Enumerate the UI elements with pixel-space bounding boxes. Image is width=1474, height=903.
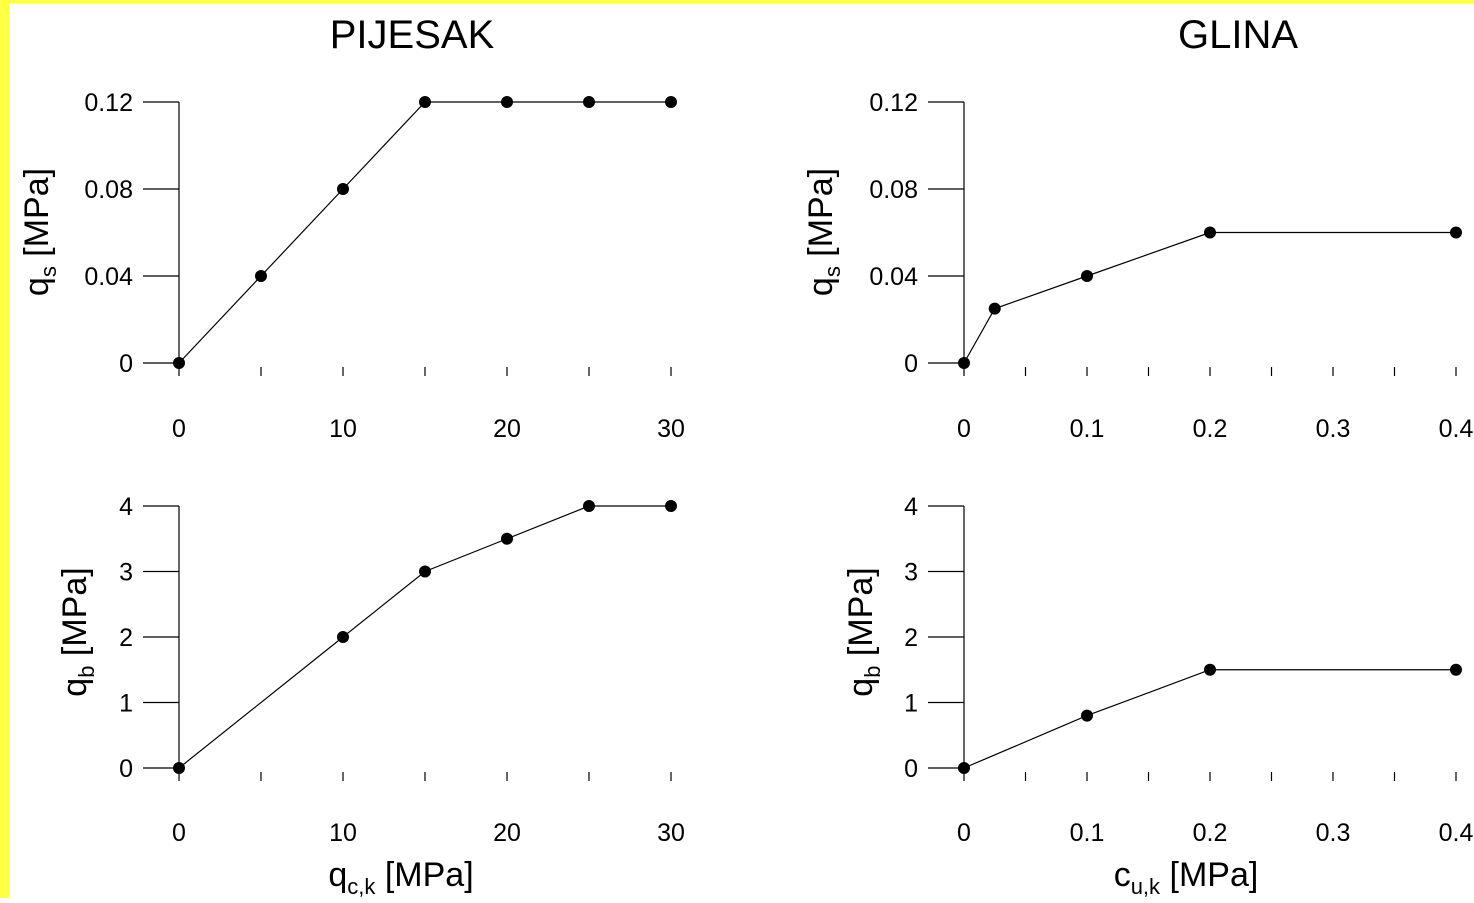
y-tick-label: 0 — [904, 350, 918, 378]
y-tick-label: 3 — [119, 559, 133, 587]
y-tick-label: 2 — [904, 624, 918, 652]
panel-clay-qs: 0 0.04 0.08 0.12 0 0.1 0.2 0.3 0.4 qs [MPa] — [802, 89, 1473, 443]
data-point — [419, 96, 431, 108]
x-tick-label: 10 — [329, 415, 357, 443]
data-point — [1081, 709, 1093, 722]
x-tick-label: 0 — [957, 819, 971, 847]
left-edge-band — [0, 0, 9, 898]
data-point — [665, 96, 677, 108]
y-tick-label: 4 — [904, 493, 918, 521]
series-line — [178, 505, 671, 769]
data-point — [337, 183, 349, 195]
x-axis-label: cu,k [MPa] — [1114, 856, 1259, 898]
y-tick-label: 3 — [904, 559, 918, 587]
series-line — [963, 669, 1456, 769]
data-point — [1450, 226, 1462, 239]
data-point — [1204, 226, 1216, 239]
data-point — [583, 500, 595, 512]
data-point — [173, 762, 185, 774]
y-tick-label: 0 — [904, 755, 918, 783]
x-tick-label: 0.3 — [1316, 819, 1351, 847]
x-tick-label: 20 — [493, 819, 521, 847]
data-point — [501, 96, 513, 108]
x-tick-label: 0 — [172, 415, 186, 443]
y-tick-label: 0.08 — [84, 176, 133, 204]
y-axis-label: qs [MPa] — [802, 168, 845, 296]
y-tick-label: 0 — [119, 755, 133, 783]
x-tick-label: 0.1 — [1070, 819, 1105, 847]
y-tick-label: 0.12 — [869, 89, 918, 117]
y-tick-label: 0.08 — [869, 176, 918, 204]
x-tick-label: 0.2 — [1193, 819, 1228, 847]
data-point — [501, 532, 513, 545]
x-tick-label: 0.2 — [1193, 415, 1228, 443]
series-line — [178, 101, 671, 364]
x-tick-label: 30 — [657, 415, 685, 443]
x-tick-label: 30 — [657, 819, 685, 847]
panel-clay-qb: 0 1 2 3 4 0 0.1 0.2 0.3 0.4 qb [MPa] cu,k [MPa] — [842, 493, 1474, 899]
title-right: GLINA — [1178, 13, 1298, 57]
panel-sand-qs: 0 0.04 0.08 0.12 0 10 20 30 qs [MPa] — [18, 89, 685, 443]
x-tick-label: 0.3 — [1316, 415, 1351, 443]
y-tick-label: 0.04 — [84, 263, 133, 291]
y-tick-label: 0.12 — [84, 89, 133, 117]
y-tick-label: 1 — [119, 690, 133, 718]
data-point — [1204, 663, 1216, 676]
data-point — [255, 270, 267, 282]
x-tick-label: 0 — [957, 415, 971, 443]
x-tick-label: 10 — [329, 819, 357, 847]
x-tick-label: 20 — [493, 415, 521, 443]
x-tick-label: 0 — [172, 819, 186, 847]
data-point — [1450, 663, 1462, 676]
data-point — [958, 762, 970, 774]
panel-sand-qb: 0 1 2 3 4 0 10 20 30 qb [MPa] qc,k [MPa] — [56, 493, 685, 899]
y-tick-label: 0.04 — [869, 263, 918, 291]
y-tick-label: 2 — [119, 624, 133, 652]
series-line — [963, 231, 1456, 364]
x-tick-label: 0.1 — [1070, 415, 1105, 443]
data-point — [173, 357, 185, 369]
data-point — [1081, 270, 1093, 282]
x-tick-label: 0.4 — [1439, 415, 1474, 443]
y-tick-label: 0 — [119, 350, 133, 378]
y-axis-label: qs [MPa] — [18, 168, 61, 296]
y-tick-label: 4 — [119, 493, 133, 521]
data-point — [958, 357, 970, 369]
data-point — [665, 500, 677, 512]
y-axis-label: qb [MPa] — [842, 567, 885, 696]
y-axis-label: qb [MPa] — [56, 567, 99, 696]
y-tick-label: 1 — [904, 690, 918, 718]
x-axis-label: qc,k [MPa] — [328, 856, 473, 898]
title-left: PIJESAK — [330, 13, 495, 57]
data-point — [337, 631, 349, 643]
x-tick-label: 0.4 — [1439, 819, 1474, 847]
data-point — [583, 96, 595, 108]
data-point — [419, 565, 431, 578]
data-point — [988, 302, 1001, 315]
top-edge-band — [0, 0, 1474, 3]
